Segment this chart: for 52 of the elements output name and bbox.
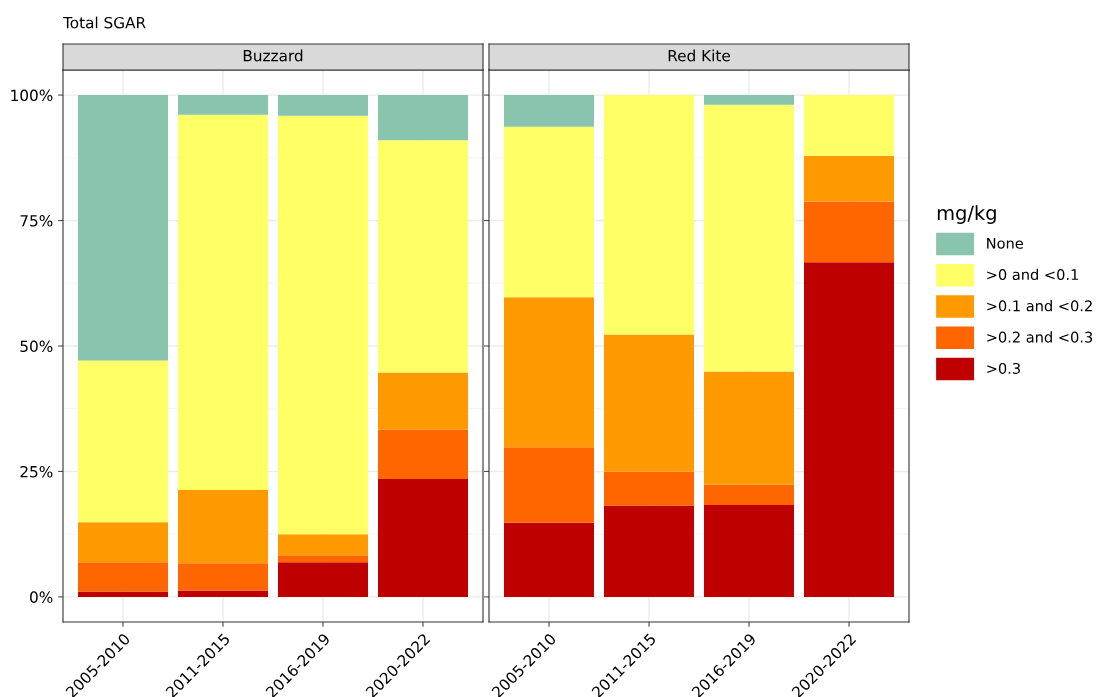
bar xyxy=(704,104,794,372)
bar xyxy=(278,562,368,597)
bar xyxy=(178,563,268,591)
legend-title: mg/kg xyxy=(937,205,996,224)
y-tick-label: 25% xyxy=(20,465,53,478)
bar xyxy=(78,591,168,597)
legend-label: >0.3 xyxy=(987,362,1020,374)
bar xyxy=(604,505,694,597)
bar xyxy=(704,95,794,105)
bar xyxy=(804,262,894,597)
bar xyxy=(78,562,168,592)
bar xyxy=(504,126,594,298)
legend-label: >0 and <0.1 xyxy=(987,268,1078,281)
chart-title: Red Kite xyxy=(668,49,730,62)
bar xyxy=(378,478,468,597)
bar xyxy=(178,490,268,564)
bar xyxy=(604,471,694,506)
bar xyxy=(704,484,794,506)
bar xyxy=(78,522,168,563)
bar xyxy=(178,95,268,115)
bar xyxy=(278,115,368,535)
bar xyxy=(804,95,894,156)
legend-label: >0.2 and <0.3 xyxy=(987,331,1093,343)
bar xyxy=(178,114,268,491)
bar xyxy=(504,522,594,597)
bar xyxy=(178,590,268,597)
bar xyxy=(604,334,694,472)
bar xyxy=(78,95,168,361)
y-tick-label: 75% xyxy=(20,215,53,227)
y-tick-label: 50% xyxy=(20,340,53,353)
y-tick-label: 100% xyxy=(11,89,53,102)
legend-label: >0.1 and <0.2 xyxy=(987,300,1092,312)
bar xyxy=(804,155,894,202)
bar xyxy=(504,447,594,523)
bar xyxy=(78,360,168,523)
bar xyxy=(504,95,594,127)
bar xyxy=(278,534,368,556)
bar xyxy=(704,371,794,485)
bar xyxy=(278,555,368,563)
bar xyxy=(378,372,468,430)
bar xyxy=(378,140,468,373)
bar xyxy=(804,201,894,263)
bar xyxy=(604,95,694,335)
chart-title: Buzzard xyxy=(243,49,303,62)
bar xyxy=(378,95,468,141)
text: Total SGAR xyxy=(62,16,146,29)
bar xyxy=(278,95,368,116)
y-tick-label: 0% xyxy=(30,591,53,603)
bar xyxy=(704,505,794,597)
bar xyxy=(504,297,594,448)
legend-label: None xyxy=(987,237,1023,249)
bar xyxy=(378,429,468,479)
